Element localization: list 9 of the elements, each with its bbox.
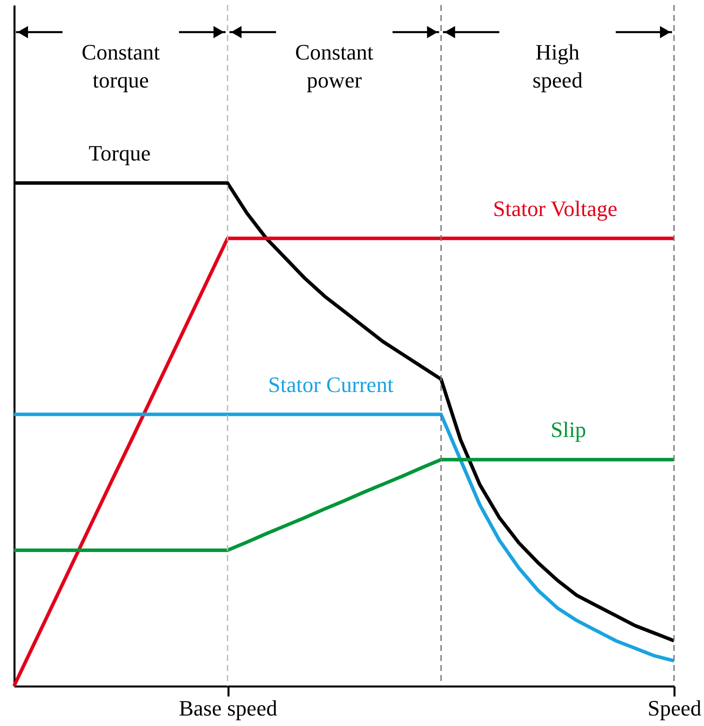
text: High speed bbox=[532, 39, 583, 92]
text: Constant torque bbox=[82, 39, 160, 92]
text: Constant power bbox=[295, 39, 374, 92]
x-tick-label: Base speed bbox=[178, 696, 278, 720]
series-label: Stator Voltage bbox=[492, 196, 618, 221]
series-label: Slip bbox=[550, 417, 586, 442]
series-label: Torque bbox=[88, 140, 151, 166]
series-label: Stator Current bbox=[268, 372, 394, 397]
x-tick-label: Speed bbox=[648, 696, 702, 720]
